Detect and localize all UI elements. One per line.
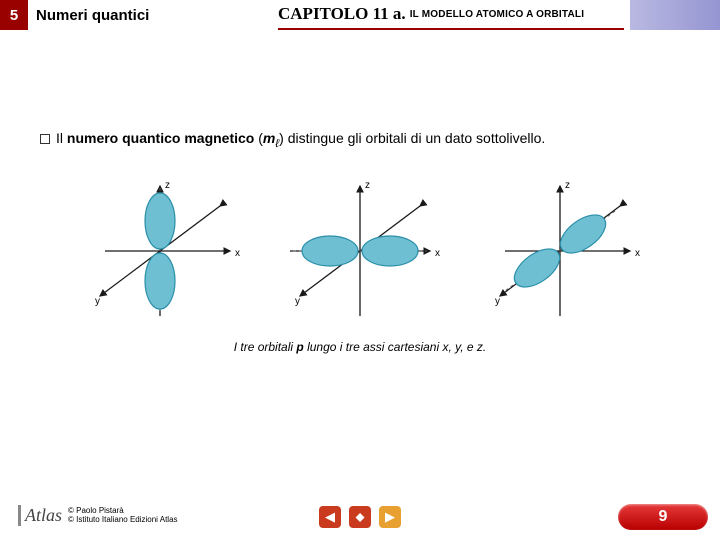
copyright-line: © Istituto Italiano Edizioni Atlas: [68, 516, 178, 525]
axis-x-label: x: [635, 248, 640, 259]
orbital-px: x z y: [275, 176, 445, 326]
axis-z-label: z: [565, 180, 570, 191]
axis-y-label: y: [495, 296, 500, 307]
content-area: Il numero quantico magnetico (mℓ) distin…: [0, 30, 720, 354]
chapter-wrap: CAPITOLO 11 a. IL MODELLO ATOMICO A ORBI…: [278, 0, 624, 30]
section-title: Numeri quantici: [28, 0, 278, 30]
orbital-py: x z y: [475, 176, 645, 326]
publisher-logo: Atlas: [18, 505, 62, 526]
section-number: 5: [0, 0, 28, 30]
next-button[interactable]: ▶: [379, 506, 401, 528]
page-number-badge: 9: [618, 504, 708, 530]
home-button[interactable]: ⬥: [349, 506, 371, 528]
axis-z-label: z: [165, 180, 170, 191]
axis-z-label: z: [365, 180, 370, 191]
orbitals-figure: x z y x z y: [40, 176, 680, 326]
orbital-pz: x z y: [75, 176, 245, 326]
copyright-block: © Paolo Pistarà © Istituto Italiano Ediz…: [68, 507, 178, 525]
caption-suffix: lungo i tre assi cartesiani x, y, e z.: [304, 340, 487, 354]
prev-button[interactable]: ◀: [319, 506, 341, 528]
slide-header: 5 Numeri quantici CAPITOLO 11 a. IL MODE…: [0, 0, 720, 30]
axis-x-label: x: [235, 248, 240, 259]
figure-caption: I tre orbitali p lungo i tre assi cartes…: [40, 340, 680, 354]
chapter-subtitle: IL MODELLO ATOMICO A ORBITALI: [410, 9, 585, 20]
axis-x-label: x: [435, 248, 440, 259]
body-paragraph: Il numero quantico magnetico (mℓ) distin…: [40, 130, 680, 150]
bullet-square-icon: [40, 134, 50, 144]
chapter-title: CAPITOLO 11 a.: [278, 4, 406, 24]
text: ) distingue gli orbitali di un dato sott…: [279, 130, 545, 146]
text: Il: [56, 130, 67, 146]
header-accent-bar: [630, 0, 720, 30]
axis-y-label: y: [95, 296, 100, 307]
caption-bold: p: [296, 340, 303, 354]
caption-prefix: I tre orbitali: [234, 340, 297, 354]
bold-term: numero quantico magnetico: [67, 130, 254, 146]
footer-left: Atlas © Paolo Pistarà © Istituto Italian…: [18, 505, 178, 526]
nav-controls: ◀ ⬥ ▶: [319, 506, 401, 528]
axis-y-label: y: [295, 296, 300, 307]
symbol-m: m: [263, 130, 275, 146]
text: (: [254, 130, 263, 146]
